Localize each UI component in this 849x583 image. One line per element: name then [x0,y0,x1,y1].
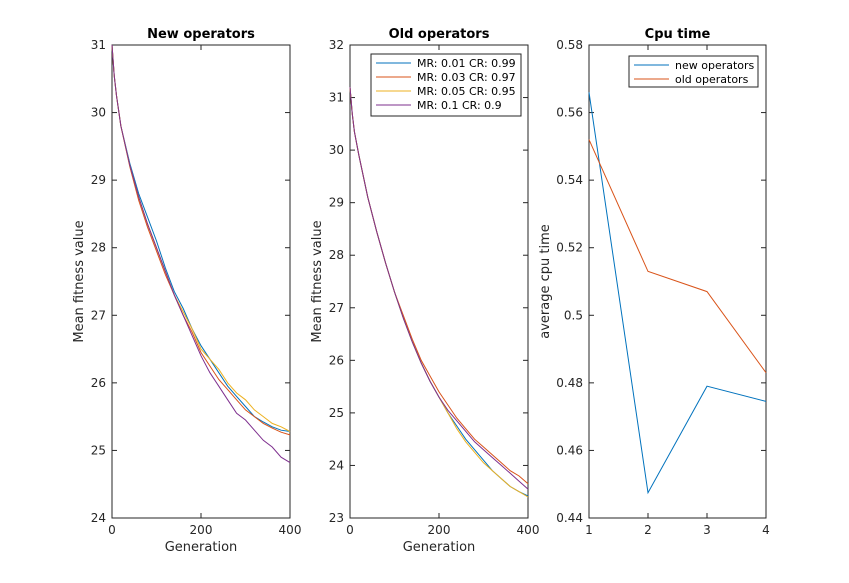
x-tick-label: 1 [585,523,593,537]
y-tick-label: 25 [329,406,344,420]
series-line-4 [349,86,529,490]
y-axis-label: Mean fitness value [72,220,87,342]
panel-2: 0 200 400 23 24 25 26 27 28 29 30 31 32 Old operators… [310,27,539,555]
y-tick-label: 24 [329,458,344,472]
y-tick-label: 31 [329,91,344,105]
panel-1: 0 200 400 24 25 26 27 28 29 30 31 New operators Gene… [72,27,301,555]
x-tick-label: 3 [703,523,711,537]
panel-3: 1 2 3 4 0.44 0.46 0.48 0.5 0.52 0.54 0.56 0.58 Cpu t… [538,27,770,537]
x-tick-label: 200 [190,523,213,537]
y-tick-label: 29 [91,173,106,187]
y-tick-label: 23 [329,511,344,525]
x-tick-label: 400 [279,523,302,537]
y-tick-label: 29 [329,196,344,210]
y-tick-label: 27 [91,308,106,322]
series-line-2 [588,139,767,373]
y-tick-label: 30 [329,143,344,157]
y-tick-label: 28 [91,241,106,255]
x-axis-label: Generation [165,540,238,555]
legend-box [370,53,522,117]
chart-title: New operators [147,27,255,42]
y-tick-label: 0.5 [564,308,583,322]
legend-entry: MR: 0.05 CR: 0.95 [417,85,516,98]
plot-area [111,44,291,519]
y-axis-label: Mean fitness value [310,220,325,342]
x-tick-label: 400 [517,523,540,537]
legend-box [628,55,759,88]
y-tick-label: 0.46 [556,443,583,457]
x-axis-label: Generation [403,540,476,555]
legend-entry: MR: 0.01 CR: 0.99 [417,57,516,70]
x-tick-label: 0 [108,523,116,537]
chart-title: Cpu time [645,27,711,42]
y-tick-label: 30 [91,106,106,120]
y-axis-label: average cpu time [538,224,553,339]
y-tick-label: 26 [329,353,344,367]
legend-entry: MR: 0.03 CR: 0.97 [417,71,516,84]
plot-area [349,44,529,519]
series-line-4 [111,44,291,464]
x-tick-label: 4 [762,523,770,537]
y-tick-label: 28 [329,248,344,262]
y-tick-label: 26 [91,376,106,390]
x-tick-label: 0 [346,523,354,537]
legend-entry: old operators [675,73,749,86]
legend-entry: new operators [675,59,755,72]
y-tick-label: 24 [91,511,106,525]
y-tick-label: 0.56 [556,106,583,120]
legend-entry: MR: 0.1 CR: 0.9 [417,99,502,112]
y-tick-label: 32 [329,38,344,52]
y-tick-label: 27 [329,301,344,315]
y-tick-label: 0.44 [556,511,583,525]
x-tick-label: 2 [644,523,652,537]
series-line-1 [588,92,767,495]
y-tick-label: 31 [91,38,106,52]
y-tick-label: 0.54 [556,173,583,187]
chart-title: Old operators [389,27,490,42]
y-tick-label: 0.52 [556,241,583,255]
x-tick-label: 200 [428,523,451,537]
y-tick-label: 0.48 [556,376,583,390]
y-tick-label: 25 [91,443,106,457]
y-tick-label: 0.58 [556,38,583,52]
